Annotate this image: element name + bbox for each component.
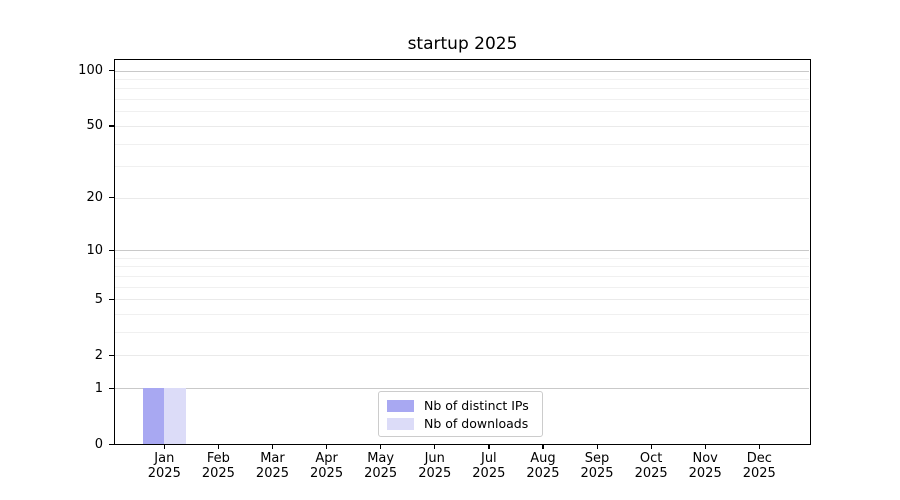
y-tick-mark [109, 249, 114, 251]
y-tick-mark [109, 354, 114, 357]
minor-gridline [115, 266, 809, 268]
minor-gridline [115, 257, 809, 259]
legend-label-downloads: Nb of downloads [424, 416, 529, 431]
gridline [115, 125, 809, 127]
y-tick-label: 10 [86, 242, 103, 258]
gridline [115, 197, 809, 199]
minor-gridline [115, 166, 809, 168]
bar-downloads [164, 388, 186, 445]
y-tick-mark [109, 298, 114, 300]
legend: Nb of distinct IPs Nb of downloads [378, 391, 543, 437]
legend-item-downloads: Nb of downloads [387, 415, 534, 432]
x-tick-label: Jan 2025 [147, 451, 181, 481]
y-tick-label: 5 [94, 291, 103, 307]
y-tick-label: 20 [86, 190, 103, 206]
x-tick-mark [488, 445, 490, 449]
gridline [115, 299, 809, 301]
x-tick-label: Apr 2025 [310, 451, 344, 481]
x-tick-label: Aug 2025 [526, 451, 560, 481]
x-tick-mark [704, 445, 706, 449]
minor-gridline [115, 275, 809, 277]
legend-label-distinct-ips: Nb of distinct IPs [424, 398, 529, 413]
y-tick-mark [109, 444, 114, 446]
y-tick-label: 0 [94, 437, 103, 452]
major-gridline [115, 388, 809, 390]
y-tick-mark [109, 387, 114, 390]
chart-title: startup 2025 [407, 34, 518, 54]
x-tick-label: May 2025 [364, 451, 398, 481]
x-tick-label: Sep 2025 [580, 451, 614, 481]
y-tick-mark [109, 125, 114, 127]
y-tick-label: 100 [78, 63, 103, 78]
x-tick-mark [217, 445, 220, 449]
x-tick-mark [596, 445, 598, 449]
x-tick-mark [542, 445, 544, 449]
x-tick-mark [271, 445, 274, 449]
x-tick-label: Feb 2025 [201, 451, 235, 481]
x-tick-mark [434, 445, 436, 449]
x-tick-label: Jun 2025 [418, 451, 452, 481]
y-tick-mark [109, 197, 114, 199]
x-tick-mark [326, 445, 328, 449]
minor-gridline [115, 88, 809, 90]
x-tick-label: Jul 2025 [472, 451, 506, 481]
minor-gridline [115, 314, 809, 316]
legend-swatch-distinct-ips [387, 399, 414, 412]
x-tick-label: Dec 2025 [742, 451, 776, 481]
x-tick-mark [758, 445, 760, 449]
minor-gridline [115, 99, 809, 101]
plot-area [114, 59, 811, 445]
gridline [115, 355, 809, 357]
bar-distinct-ips [142, 388, 165, 445]
minor-gridline [115, 78, 809, 80]
x-tick-label: Oct 2025 [634, 451, 668, 481]
legend-swatch-downloads [387, 417, 414, 430]
legend-item-distinct-ips: Nb of distinct IPs [387, 397, 534, 414]
minor-gridline [115, 143, 809, 145]
x-tick-label: Nov 2025 [688, 451, 722, 481]
x-tick-mark [380, 445, 382, 449]
y-tick-mark [109, 70, 114, 72]
x-tick-mark [650, 445, 652, 449]
major-gridline [115, 250, 809, 252]
x-tick-label: Mar 2025 [255, 451, 290, 481]
y-tick-label: 1 [94, 380, 103, 396]
y-tick-label: 50 [86, 118, 103, 134]
minor-gridline [115, 286, 809, 288]
y-tick-label: 2 [94, 347, 103, 363]
major-gridline [115, 70, 809, 72]
minor-gridline [115, 111, 809, 113]
x-tick-mark [163, 445, 165, 449]
minor-gridline [115, 332, 809, 334]
